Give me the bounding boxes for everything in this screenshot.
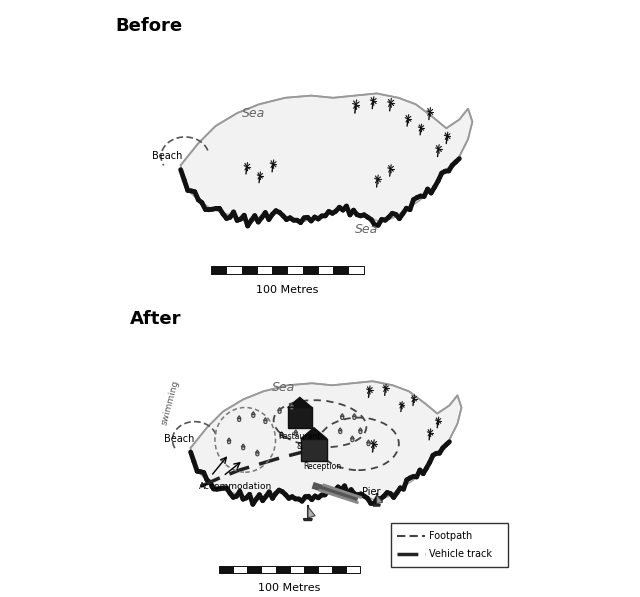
Circle shape <box>340 416 344 420</box>
Bar <box>276 566 290 573</box>
Bar <box>303 266 318 274</box>
Text: Vehicle track: Vehicle track <box>429 549 492 559</box>
Polygon shape <box>278 408 282 410</box>
Bar <box>348 266 364 274</box>
Polygon shape <box>373 504 380 506</box>
Circle shape <box>242 447 244 450</box>
Circle shape <box>237 418 241 421</box>
Text: Sea: Sea <box>242 107 265 121</box>
Polygon shape <box>308 507 315 518</box>
Bar <box>247 566 261 573</box>
Bar <box>333 266 348 274</box>
Circle shape <box>252 414 255 417</box>
Bar <box>346 566 360 573</box>
Text: Reception: Reception <box>303 462 341 471</box>
Circle shape <box>351 439 354 442</box>
Bar <box>287 408 312 427</box>
Bar <box>261 566 276 573</box>
Circle shape <box>294 432 298 436</box>
Bar <box>272 266 287 274</box>
Circle shape <box>256 453 259 456</box>
Bar <box>287 266 303 274</box>
Bar <box>242 266 257 274</box>
Bar <box>290 566 304 573</box>
Polygon shape <box>294 430 298 433</box>
Polygon shape <box>367 440 371 443</box>
Circle shape <box>353 416 356 420</box>
Text: Before: Before <box>115 17 182 35</box>
Circle shape <box>290 406 293 410</box>
Circle shape <box>280 435 283 438</box>
Polygon shape <box>191 381 461 500</box>
Polygon shape <box>301 427 327 439</box>
Polygon shape <box>303 519 312 521</box>
Text: Beach: Beach <box>152 150 183 161</box>
Polygon shape <box>358 428 362 430</box>
Text: 100 Metres: 100 Metres <box>259 583 321 593</box>
Polygon shape <box>227 438 231 441</box>
Bar <box>332 566 346 573</box>
Circle shape <box>264 420 267 423</box>
Polygon shape <box>350 436 355 439</box>
Text: swimming: swimming <box>160 378 181 426</box>
Text: 100 Metres: 100 Metres <box>256 285 319 295</box>
Bar <box>304 566 318 573</box>
Text: After: After <box>130 310 182 328</box>
Polygon shape <box>180 93 472 222</box>
Polygon shape <box>287 398 312 408</box>
Circle shape <box>278 410 281 413</box>
Polygon shape <box>340 414 344 417</box>
Polygon shape <box>241 444 245 447</box>
Circle shape <box>359 430 362 433</box>
Text: Sea: Sea <box>355 223 378 236</box>
Bar <box>233 566 247 573</box>
Text: Sea: Sea <box>271 381 295 395</box>
Text: Pier: Pier <box>362 487 381 497</box>
Polygon shape <box>280 432 284 435</box>
Text: Beach: Beach <box>164 434 195 444</box>
Polygon shape <box>290 404 294 407</box>
Polygon shape <box>338 428 342 430</box>
Polygon shape <box>237 416 241 418</box>
Bar <box>301 439 327 461</box>
Bar <box>257 266 272 274</box>
Bar <box>318 266 333 274</box>
FancyBboxPatch shape <box>391 523 508 567</box>
Polygon shape <box>255 450 259 453</box>
Bar <box>211 266 227 274</box>
Bar <box>227 266 242 274</box>
Bar <box>219 566 233 573</box>
Bar <box>318 566 332 573</box>
Text: Accommodation: Accommodation <box>198 482 272 491</box>
Circle shape <box>367 442 370 446</box>
Circle shape <box>227 441 230 444</box>
Polygon shape <box>376 494 383 504</box>
Polygon shape <box>252 411 255 414</box>
Text: Footpath: Footpath <box>429 531 472 541</box>
Polygon shape <box>264 418 268 420</box>
Polygon shape <box>353 414 356 417</box>
Text: Restaurant
&: Restaurant & <box>278 432 321 451</box>
Circle shape <box>339 430 342 433</box>
